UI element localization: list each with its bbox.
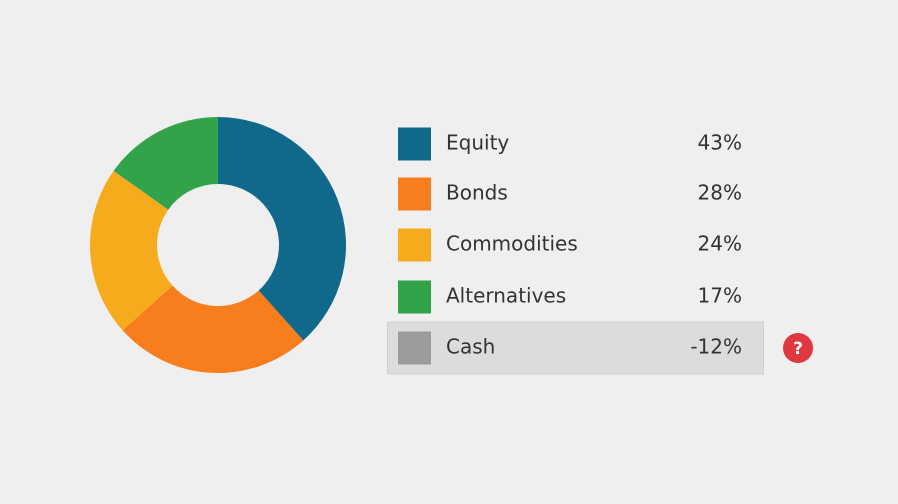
legend-label: Equity [446, 131, 509, 155]
legend-swatch [398, 331, 431, 365]
value-label: -12% [690, 335, 742, 359]
legend-swatch [398, 228, 431, 262]
donut-slice [113, 117, 218, 210]
note-text: ? [793, 339, 803, 359]
note-icon [783, 333, 813, 363]
value-label: 17% [698, 284, 742, 308]
legend-swatch [398, 177, 431, 211]
donut-slice [122, 285, 304, 374]
legend-swatch [398, 280, 431, 314]
legend-label: Commodities [446, 232, 578, 256]
donut-slice [90, 170, 173, 331]
legend-swatch [398, 127, 431, 161]
value-label: 24% [698, 232, 742, 256]
value-label: 43% [698, 131, 742, 155]
legend-label: Bonds [446, 181, 508, 205]
legend-label: Cash [446, 335, 495, 359]
value-label: 28% [698, 181, 742, 205]
legend-label: Alternatives [446, 284, 566, 308]
donut-slice [218, 117, 346, 341]
highlight-row [387, 321, 764, 375]
